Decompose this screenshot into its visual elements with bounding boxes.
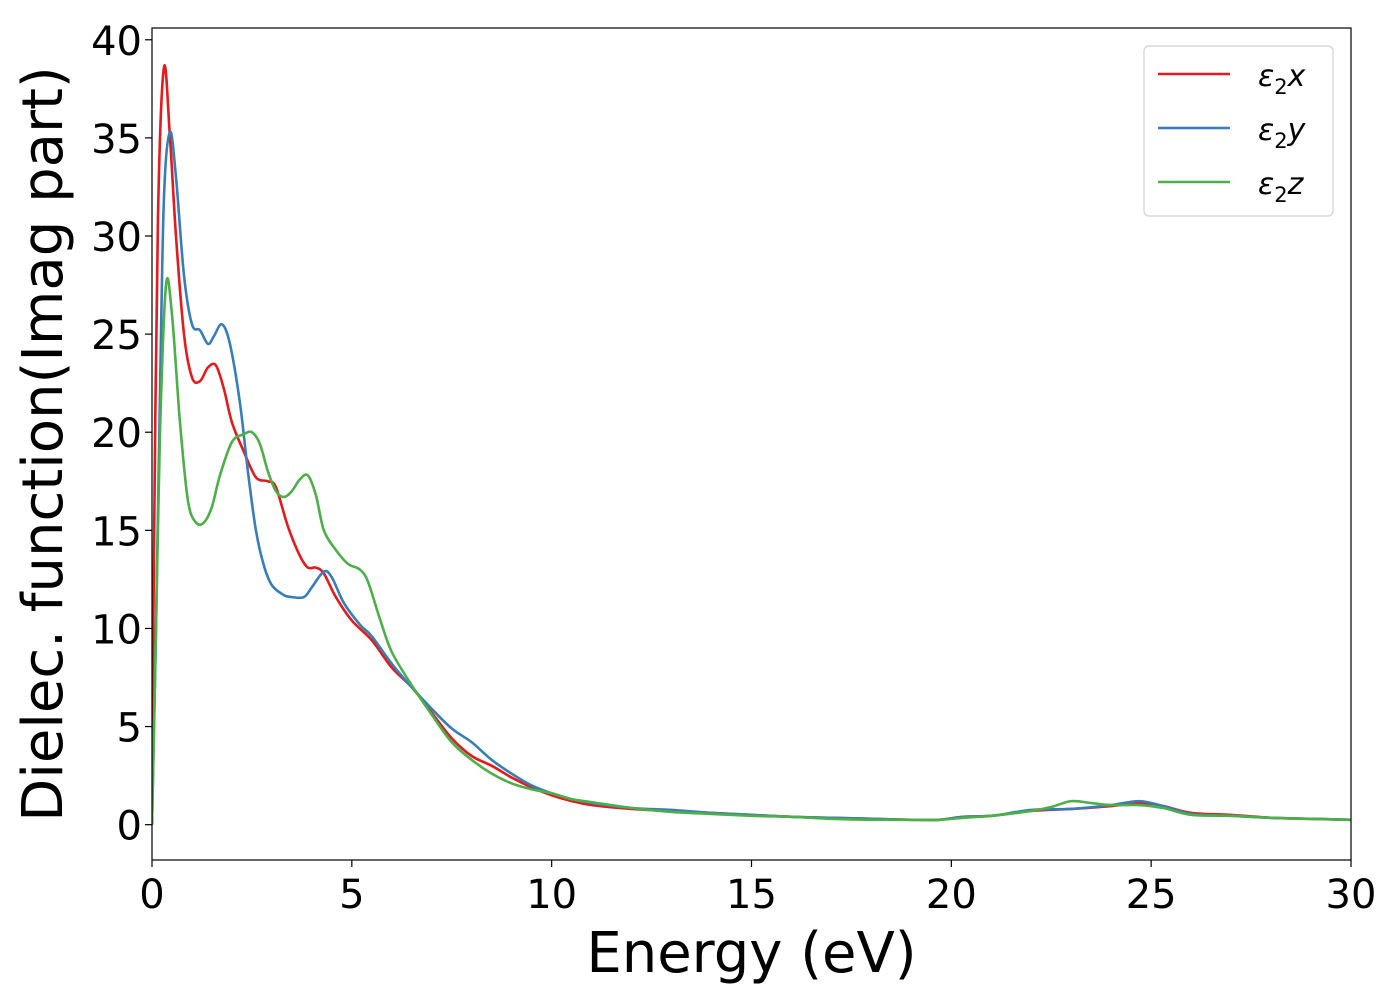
y-tick-label: 10: [91, 607, 142, 653]
x-tick-label: 15: [726, 872, 777, 918]
legend: ε2x ε2y ε2z: [1143, 45, 1334, 217]
y-tick-label: 20: [91, 411, 142, 457]
y-tick-label: 0: [117, 804, 142, 850]
x-axis-ticks: 0 5 10 15 20 25 30: [139, 860, 1376, 918]
y-tick-label: 15: [91, 509, 142, 555]
y-tick-label: 30: [91, 215, 142, 261]
series-line-y: [152, 130, 1351, 825]
x-tick-label: 20: [926, 872, 977, 918]
series-line-z: [152, 276, 1351, 825]
y-axis-title: Dielec. function(Imag part): [11, 66, 76, 822]
legend-label-z: ε2z: [1258, 167, 1305, 207]
y-tick-label: 35: [91, 117, 142, 163]
x-tick-label: 30: [1326, 872, 1377, 918]
y-tick-label: 25: [91, 313, 142, 359]
legend-label-x: ε2x: [1258, 59, 1306, 99]
x-tick-label: 5: [339, 872, 364, 918]
x-tick-label: 25: [1126, 872, 1177, 918]
x-tick-label: 10: [526, 872, 577, 918]
y-tick-label: 5: [117, 706, 142, 752]
x-axis-title: Energy (eV): [586, 921, 916, 986]
legend-label-y: ε2y: [1258, 113, 1307, 153]
series-layer: [152, 63, 1351, 825]
x-tick-label: 0: [139, 872, 164, 918]
legend-box: [1143, 45, 1334, 217]
y-axis-ticks: 0 5 10 15 20 25 30 35 40: [91, 19, 152, 850]
y-tick-label: 40: [91, 19, 142, 65]
